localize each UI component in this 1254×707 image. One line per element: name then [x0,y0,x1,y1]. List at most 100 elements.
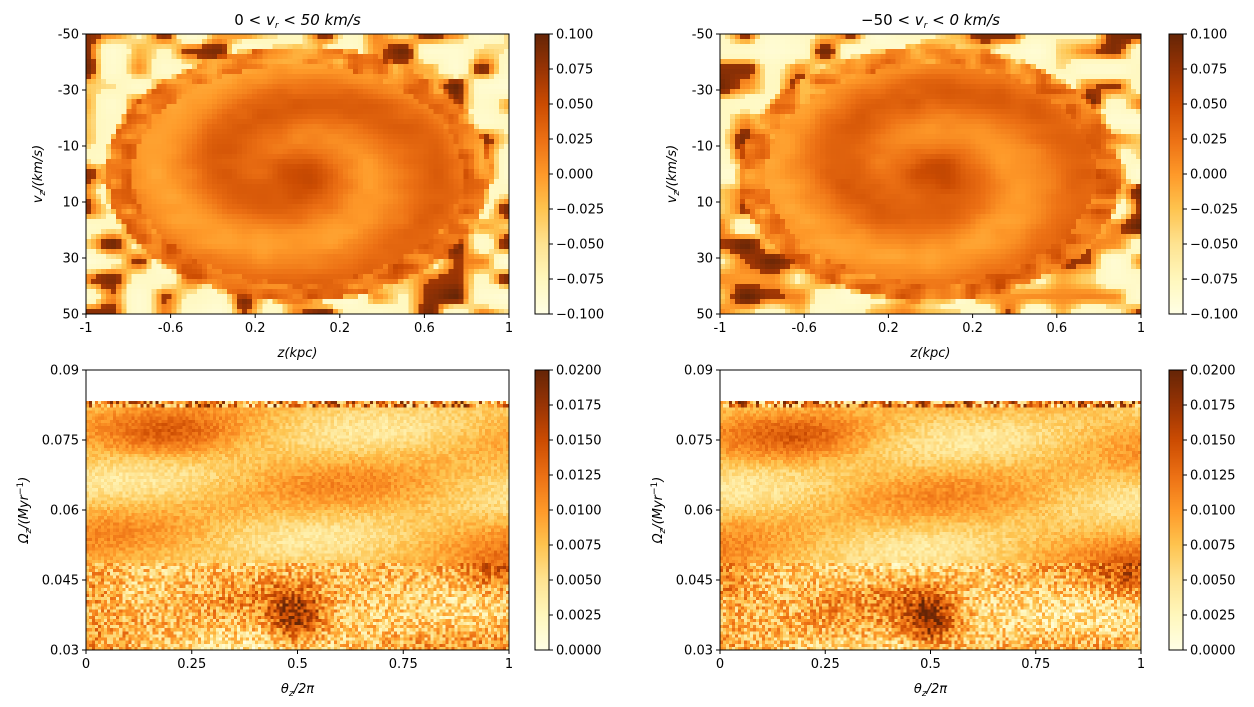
x-tick-label: 0.2 [329,321,350,336]
y-tick-label: 0.06 [50,504,79,519]
x-tick-label: 0.6 [1046,321,1067,336]
panel-2: −50 < vr < 0 km/s -1 -0.6 0.2 0.2 0.6 1 -50 -30 -… [665,11,1238,361]
y-tick-label: 50 [62,308,79,323]
colorbar-tick-label: 0.075 [556,63,593,78]
x-tick-label: 1 [505,321,513,336]
panel-1: 0 < vr < 50 km/s -1 -0.6 0.2 0.2 0.6 1 -50 -30 -1… [31,11,604,361]
y-tick-label: 0.03 [50,644,79,659]
panel-3: 0 0.25 0.5 0.75 1 0.03 0.045 0.06 0.075 0.09 θz/2π… [16,364,602,700]
y-tick-label: -10 [692,140,713,155]
colorbar-tick-label: 0.100 [1190,28,1227,43]
colorbar-tick-label: 0.0000 [556,644,602,659]
colorbar: 0.100 0.075 0.050 0.025 0.000 −0.025 −0.050 −0.… [1168,28,1238,323]
x-tick-label: 0.75 [1021,657,1050,672]
colorbar-gradient [1169,370,1183,650]
colorbar-tick-label: 0.0025 [556,609,602,624]
x-tick-label: 0.5 [287,657,308,672]
colorbar-tick-label: 0.0200 [556,364,602,379]
chart-title: −50 < vr < 0 km/s [861,11,1000,31]
colorbar-tick-label: 0.100 [556,28,593,43]
y-tick-label: -50 [692,28,713,43]
colorbar-tick-label: 0.0125 [556,469,602,484]
colorbar-tick-label: 0.0025 [1190,609,1236,624]
x-tick-label: 0.75 [389,657,418,672]
x-tick-label: 1 [1137,321,1145,336]
y-tick-label: -50 [58,28,79,43]
heatmap-image [86,34,509,314]
colorbar-gradient [1169,34,1183,314]
y-tick-label: 0.06 [684,504,713,519]
colorbar-tick-label: −0.075 [1190,273,1238,288]
y-tick-label: 0.075 [676,434,713,449]
colorbar-tick-label: 0.025 [556,133,593,148]
x-tick-label: 0 [82,657,90,672]
axes-frame [719,33,1142,315]
y-tick-label: 10 [62,196,79,211]
y-tick-label: -30 [692,84,713,99]
x-tick-label: 0.6 [414,321,435,336]
colorbar-tick-label: −0.025 [556,203,604,218]
y-axis-label: vz/(km/s) [31,145,48,203]
y-tick-label: -10 [58,140,79,155]
colorbar-tick-label: 0.025 [1190,133,1227,148]
y-axis-label: Ωz/(Myr−1) [16,477,34,545]
x-tick-label: 0.5 [920,657,941,672]
colorbar-tick-label: 0.000 [1190,168,1227,183]
y-tick-label: 30 [696,252,713,267]
colorbar-tick-label: 0.0000 [1190,644,1236,659]
colorbar-tick-label: −0.100 [1190,308,1238,323]
colorbar: 0.0200 0.0175 0.0150 0.0125 0.0100 0.0075 0.00… [1168,364,1236,659]
colorbar-tick-label: 0.0100 [1190,504,1236,519]
y-tick-label: 0.075 [42,434,79,449]
colorbar-tick-label: 0.0175 [556,399,602,414]
x-tick-label: 0.25 [811,657,840,672]
colorbar-tick-label: 0.0200 [1190,364,1236,379]
x-axis-label: z(kpc) [277,346,318,361]
x-tick-label: -1 [714,321,727,336]
colorbar-tick-label: 0.075 [1190,63,1227,78]
colorbar-tick-label: −0.075 [556,273,604,288]
colorbar-tick-label: 0.0050 [1190,574,1236,589]
panel-4: 0 0.25 0.5 0.75 1 0.03 0.045 0.06 0.075 0.09 θz/2π… [650,364,1236,700]
x-tick-label: 0.2 [962,321,983,336]
x-tick-label: 0.25 [177,657,206,672]
colorbar: 0.0200 0.0175 0.0150 0.0125 0.0100 0.0075 0.00… [534,364,602,659]
colorbar-tick-label: 0.050 [1190,98,1227,113]
colorbar-tick-label: 0.0150 [1190,434,1236,449]
x-tick-label: 0.2 [245,321,266,336]
y-axis-label: vz/(km/s) [665,145,682,203]
colorbar-tick-label: −0.050 [556,238,604,253]
x-axis-label: z(kpc) [910,346,951,361]
colorbar-tick-label: 0.0050 [556,574,602,589]
colorbar-tick-label: 0.0075 [556,539,602,554]
colorbar-tick-label: 0.0150 [556,434,602,449]
x-tick-label: 1 [505,657,513,672]
y-axis-label: Ωz/(Myr−1) [650,477,668,545]
colorbar-tick-label: 0.0125 [1190,469,1236,484]
colorbar-tick-label: 0.050 [556,98,593,113]
x-tick-label: -0.6 [158,321,183,336]
y-tick-label: 30 [62,252,79,267]
axes-frame [85,33,510,315]
y-tick-label: 0.045 [42,574,79,589]
colorbar-tick-label: −0.100 [556,308,604,323]
x-axis-label: θz/2π [281,682,314,699]
x-axis-label: θz/2π [914,682,947,699]
chart-title: 0 < vr < 50 km/s [234,11,361,31]
x-tick-label: 0 [716,657,724,672]
y-tick-label: 0.09 [50,364,79,379]
colorbar-gradient [535,34,549,314]
colorbar-tick-label: 0.0100 [556,504,602,519]
heatmap-image [86,370,509,650]
y-tick-label: 0.045 [676,574,713,589]
y-tick-label: 0.09 [684,364,713,379]
y-tick-label: 50 [696,308,713,323]
colorbar-tick-label: −0.050 [1190,238,1238,253]
colorbar-gradient [535,370,549,650]
colorbar: 0.100 0.075 0.050 0.025 0.000 −0.025 −0.050 −0.… [534,28,604,323]
y-tick-label: -30 [58,84,79,99]
x-tick-label: -1 [80,321,93,336]
colorbar-tick-label: 0.0175 [1190,399,1236,414]
colorbar-tick-label: −0.025 [1190,203,1238,218]
